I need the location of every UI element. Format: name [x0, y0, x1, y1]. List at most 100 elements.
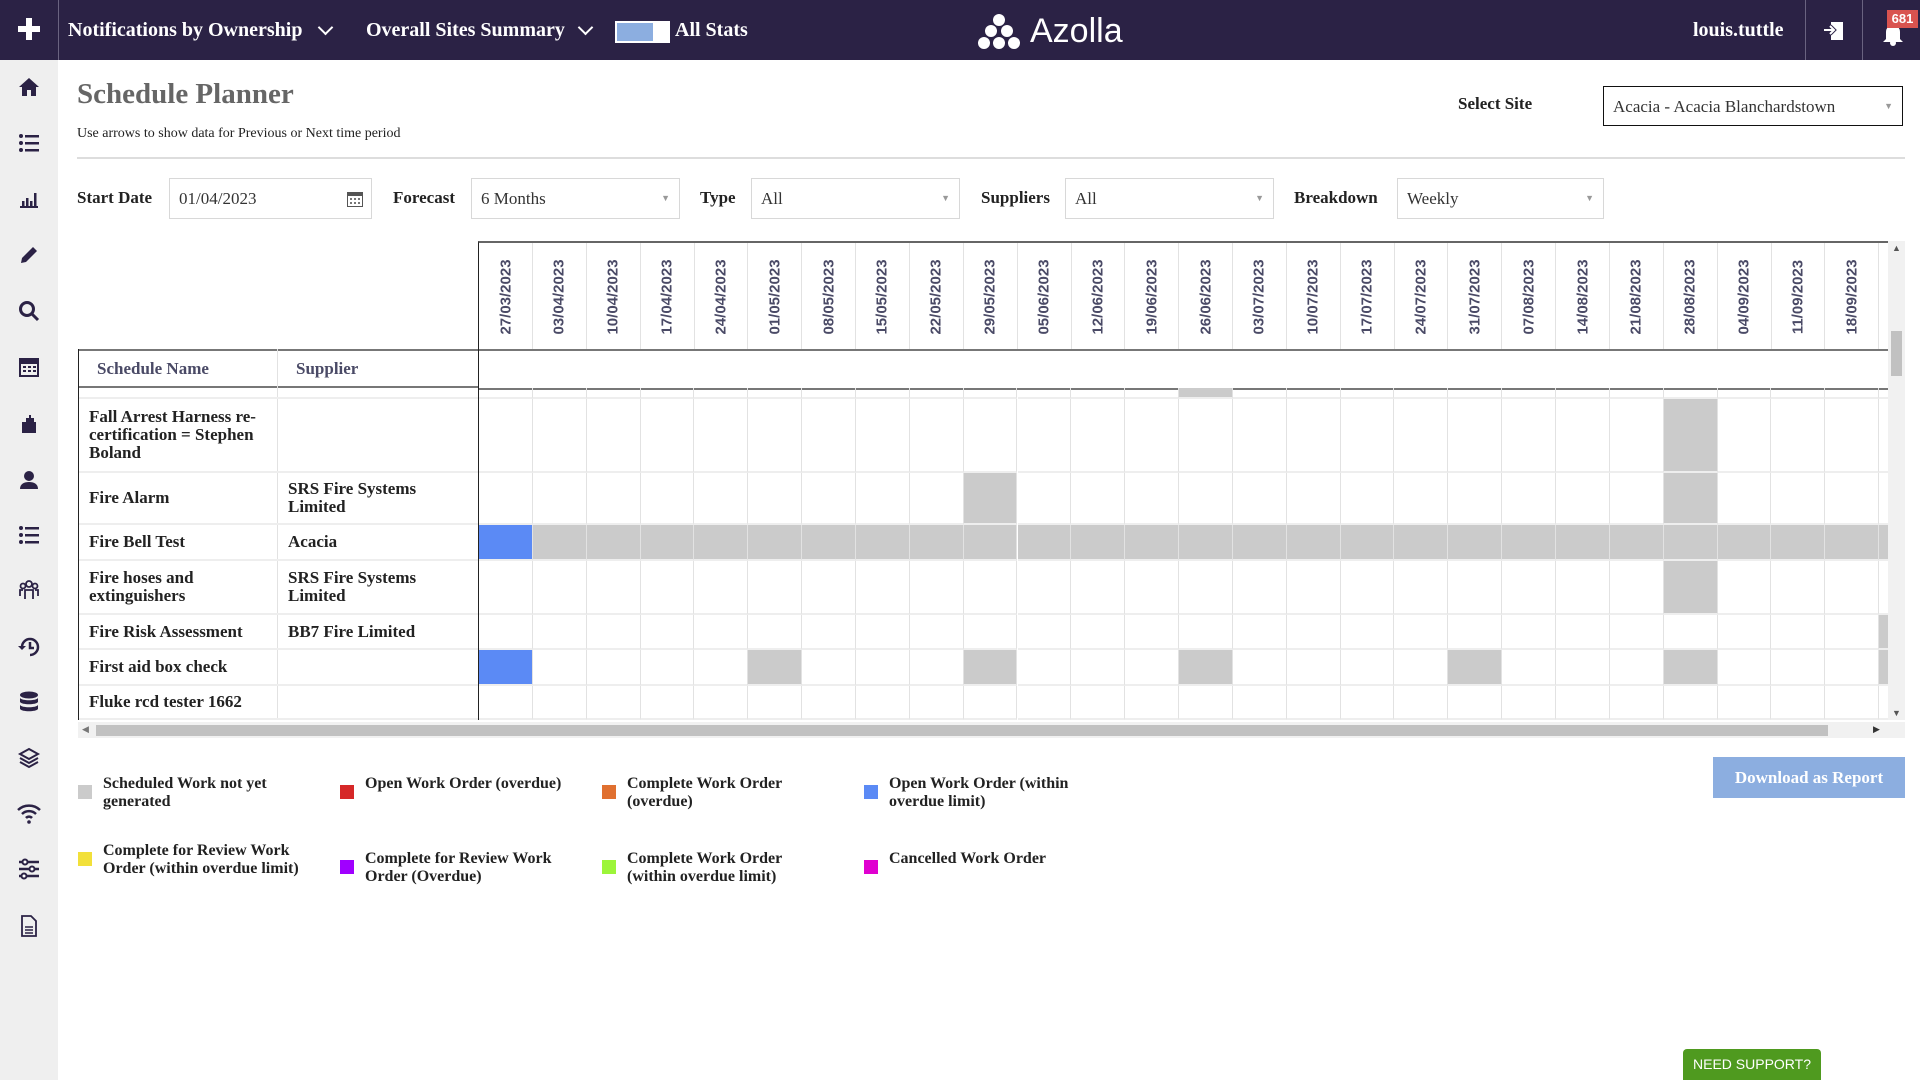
schedule-cell-scheduled[interactable] [1125, 525, 1180, 561]
schedule-cell-open-within[interactable] [479, 650, 533, 686]
schedule-cell-empty[interactable] [1825, 399, 1880, 473]
schedule-cell-empty[interactable] [1071, 615, 1126, 650]
schedule-cell-empty[interactable] [1879, 388, 1888, 399]
schedule-cell-scheduled[interactable] [640, 525, 695, 561]
schedule-cell-empty[interactable] [1179, 615, 1233, 650]
schedule-cell-empty[interactable] [802, 686, 856, 720]
schedule-cell-empty[interactable] [1502, 686, 1556, 720]
schedule-cell-empty[interactable] [1771, 399, 1826, 473]
schedule-cell-empty[interactable] [1125, 650, 1180, 686]
table-row[interactable]: Fire Alarm SRS Fire Systems Limited [79, 473, 479, 525]
scrollbar-thumb[interactable] [96, 725, 1828, 736]
schedule-cell-empty[interactable] [1771, 388, 1826, 399]
schedule-cell-empty[interactable] [1556, 473, 1610, 525]
search-icon[interactable] [17, 299, 41, 323]
schedule-cell-empty[interactable] [640, 561, 695, 615]
schedule-cell-empty[interactable] [1394, 561, 1449, 615]
schedule-cell-empty[interactable] [1125, 686, 1180, 720]
schedule-cell-empty[interactable] [748, 686, 803, 720]
schedule-cell-empty[interactable] [532, 561, 587, 615]
schedule-cell-scheduled[interactable] [748, 650, 803, 686]
schedule-cell-empty[interactable] [1286, 399, 1341, 473]
schedule-cell-empty[interactable] [909, 615, 964, 650]
schedule-cell-empty[interactable] [1340, 615, 1395, 650]
building-icon[interactable] [17, 412, 41, 436]
schedule-cell-empty[interactable] [1286, 686, 1341, 720]
schedule-cell-scheduled[interactable] [1340, 525, 1395, 561]
schedule-cell-scheduled[interactable] [909, 525, 964, 561]
schedule-cell-empty[interactable] [963, 686, 1018, 720]
schedule-cell-empty[interactable] [1502, 650, 1556, 686]
schedule-cell-empty[interactable] [855, 561, 910, 615]
schedule-cell-empty[interactable] [694, 388, 749, 399]
schedule-cell-scheduled[interactable] [1179, 388, 1233, 399]
schedule-cell-empty[interactable] [1556, 650, 1610, 686]
schedule-cell-empty[interactable] [479, 388, 533, 399]
schedule-cell-empty[interactable] [1717, 388, 1772, 399]
schedule-cell-empty[interactable] [479, 399, 533, 473]
schedule-cell-scheduled[interactable] [1394, 525, 1449, 561]
schedule-cell-empty[interactable] [855, 388, 910, 399]
schedule-cell-empty[interactable] [1179, 686, 1233, 720]
type-select[interactable]: All ▼ [751, 178, 960, 219]
breakdown-select[interactable]: Weekly ▼ [1397, 178, 1604, 219]
schedule-cell-empty[interactable] [1825, 388, 1880, 399]
scroll-down-icon[interactable]: ▼ [1892, 708, 1901, 718]
schedule-cell-empty[interactable] [586, 399, 641, 473]
schedule-cell-scheduled[interactable] [1286, 525, 1341, 561]
schedule-cell-scheduled[interactable] [1179, 650, 1233, 686]
schedule-cell-empty[interactable] [1663, 615, 1718, 650]
schedule-cell-empty[interactable] [1125, 561, 1180, 615]
schedule-cell-empty[interactable] [1609, 686, 1664, 720]
schedule-cell-empty[interactable] [1232, 473, 1287, 525]
schedule-cell-empty[interactable] [1125, 399, 1180, 473]
schedule-cell-empty[interactable] [1825, 615, 1880, 650]
schedule-cell-scheduled[interactable] [1179, 525, 1233, 561]
schedule-cell-empty[interactable] [802, 399, 856, 473]
username[interactable]: louis.tuttle [1693, 19, 1784, 41]
schedule-cell-empty[interactable] [1663, 686, 1718, 720]
schedule-cell-empty[interactable] [1825, 561, 1880, 615]
schedule-cell-scheduled[interactable] [1017, 525, 1072, 561]
schedule-cell-empty[interactable] [1879, 686, 1888, 720]
schedule-cell-empty[interactable] [1394, 615, 1449, 650]
schedule-cell-empty[interactable] [855, 399, 910, 473]
schedule-cell-empty[interactable] [1179, 399, 1233, 473]
schedule-cell-empty[interactable] [1556, 686, 1610, 720]
forecast-select[interactable]: 6 Months ▼ [471, 178, 680, 219]
schedule-cell-empty[interactable] [963, 615, 1018, 650]
schedule-cell-scheduled[interactable] [1663, 399, 1718, 473]
horizontal-scrollbar[interactable]: ◀ ▶ [78, 722, 1905, 738]
schedule-cell-empty[interactable] [1609, 399, 1664, 473]
schedule-cell-empty[interactable] [1340, 686, 1395, 720]
schedule-cell-open-within[interactable] [479, 525, 533, 561]
scrollbar-thumb[interactable] [1891, 331, 1902, 376]
schedule-cell-empty[interactable] [694, 650, 749, 686]
schedule-cell-empty[interactable] [963, 561, 1018, 615]
schedule-cell-empty[interactable] [1340, 399, 1395, 473]
schedule-cell-empty[interactable] [532, 399, 587, 473]
scroll-right-icon[interactable]: ▶ [1873, 724, 1880, 734]
schedule-cell-empty[interactable] [1771, 561, 1826, 615]
schedule-cell-empty[interactable] [532, 650, 587, 686]
schedule-cell-empty[interactable] [1179, 473, 1233, 525]
history-icon[interactable] [17, 635, 41, 659]
schedule-cell-empty[interactable] [1125, 473, 1180, 525]
schedule-cell-empty[interactable] [1286, 473, 1341, 525]
layers-icon[interactable] [17, 746, 41, 770]
schedule-cell-empty[interactable] [1340, 473, 1395, 525]
schedule-cell-scheduled[interactable] [1663, 650, 1718, 686]
col-supplier[interactable]: Supplier [296, 358, 359, 378]
schedule-cell-empty[interactable] [1394, 473, 1449, 525]
list-icon[interactable] [17, 523, 41, 547]
schedule-cell-scheduled[interactable] [963, 473, 1018, 525]
schedule-cell-empty[interactable] [586, 615, 641, 650]
schedule-cell-empty[interactable] [748, 399, 803, 473]
schedule-cell-empty[interactable] [640, 473, 695, 525]
schedule-cell-scheduled[interactable] [1663, 561, 1718, 615]
schedule-cell-empty[interactable] [1771, 473, 1826, 525]
schedule-cell-empty[interactable] [1017, 388, 1072, 399]
schedule-cell-empty[interactable] [1502, 561, 1556, 615]
schedule-cell-empty[interactable] [1232, 650, 1287, 686]
schedule-cell-empty[interactable] [748, 615, 803, 650]
